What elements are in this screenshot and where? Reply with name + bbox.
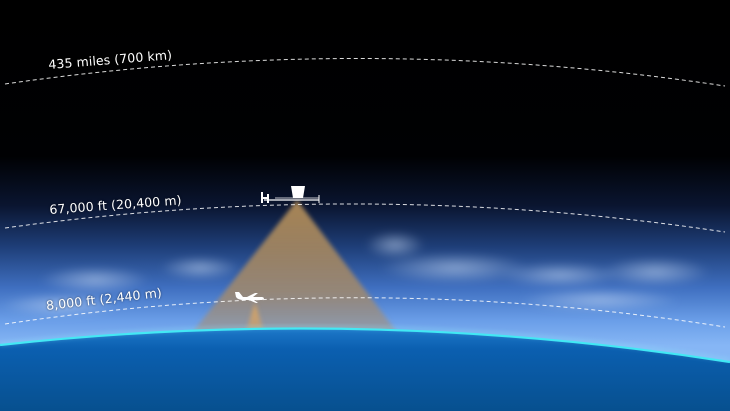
uav-sensor-cone bbox=[177, 200, 412, 352]
horizon-glow bbox=[0, 324, 730, 362]
aircraft-icon bbox=[235, 292, 264, 303]
high-altitude-uav-icon bbox=[261, 186, 320, 203]
earth-surface bbox=[0, 328, 730, 411]
altitude-line-stratosphere bbox=[4, 203, 726, 233]
altitude-line-aircraft bbox=[4, 297, 726, 328]
altitude-line-orbit bbox=[4, 57, 726, 87]
cloud-layer bbox=[0, 231, 710, 317]
